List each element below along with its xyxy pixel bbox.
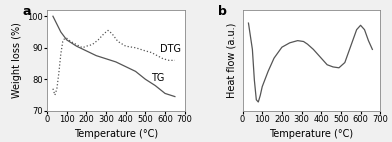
Text: a: a: [22, 5, 31, 18]
X-axis label: Temperature (°C): Temperature (°C): [74, 130, 158, 139]
Y-axis label: Heat flow (a.u.): Heat flow (a.u.): [227, 23, 237, 98]
Text: TG: TG: [151, 73, 165, 83]
Y-axis label: Weight loss (%): Weight loss (%): [12, 22, 22, 98]
Text: b: b: [218, 5, 227, 18]
Text: DTG: DTG: [160, 44, 181, 55]
X-axis label: Temperature (°C): Temperature (°C): [269, 130, 354, 139]
